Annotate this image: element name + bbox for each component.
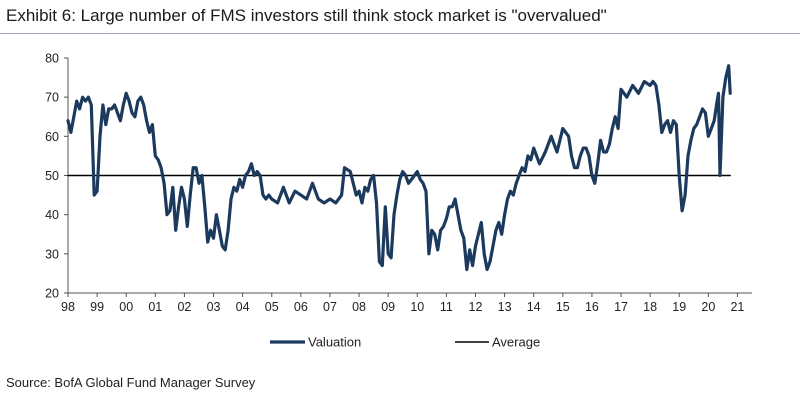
x-tick-label: 02 (177, 300, 191, 314)
legend-label-average: Average (492, 335, 540, 350)
x-tick-label: 14 (527, 300, 541, 314)
y-tick-label: 70 (45, 91, 59, 105)
y-tick-label: 40 (45, 208, 59, 222)
y-tick-label: 80 (45, 52, 59, 66)
x-tick-label: 09 (381, 300, 395, 314)
x-tick-label: 21 (730, 300, 744, 314)
x-tick-label: 20 (701, 300, 715, 314)
x-tick-label: 19 (672, 300, 686, 314)
x-tick-label: 13 (498, 300, 512, 314)
y-tick-label: 50 (45, 169, 59, 183)
legend: Valuation Average (270, 335, 540, 350)
x-tick-label: 04 (236, 300, 250, 314)
x-tick-label: 00 (119, 300, 133, 314)
x-tick-label: 99 (90, 300, 104, 314)
axes: 20 30 40 50 60 70 80 98 99 00 01 02 03 04 05 06 07 08 09 10… (45, 52, 752, 314)
x-tick-label: 05 (265, 300, 279, 314)
series-layer (66, 64, 732, 272)
x-tick-label: 03 (207, 300, 221, 314)
title-underline (0, 33, 800, 34)
x-tick-label: 10 (410, 300, 424, 314)
x-tick-label: 16 (585, 300, 599, 314)
y-tick-label: 60 (45, 130, 59, 144)
x-tick-label: 08 (352, 300, 366, 314)
y-tick-label: 30 (45, 247, 59, 261)
source-note: Source: BofA Global Fund Manager Survey (6, 375, 256, 390)
legend-label-valuation: Valuation (308, 335, 361, 350)
x-tick-label: 06 (294, 300, 308, 314)
x-tick-label: 18 (643, 300, 657, 314)
valuation-line (66, 64, 732, 272)
chart-title: Exhibit 6: Large number of FMS investors… (6, 6, 607, 25)
x-tick-label: 17 (614, 300, 628, 314)
x-tick-label: 15 (556, 300, 570, 314)
x-tick-label: 12 (469, 300, 483, 314)
x-tick-label: 11 (440, 300, 453, 314)
x-tick-label: 98 (61, 300, 75, 314)
y-tick-label: 20 (45, 287, 59, 301)
x-tick-label: 01 (148, 300, 162, 314)
x-tick-label: 07 (323, 300, 337, 314)
